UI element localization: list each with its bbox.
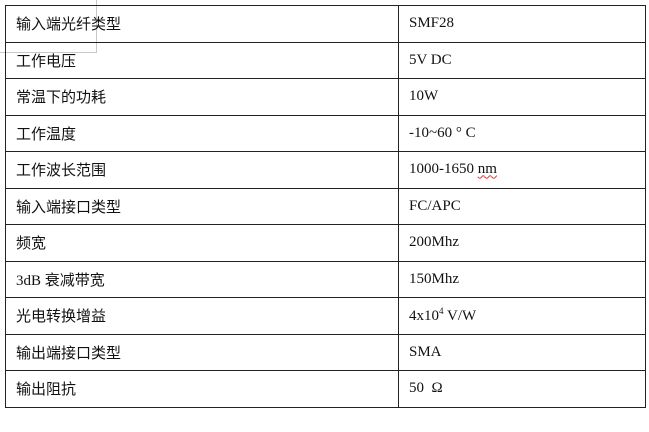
row-value: 5V DC bbox=[398, 41, 646, 79]
row-label: 输出阻抗 bbox=[5, 370, 399, 408]
row-label: 工作波长范围 bbox=[5, 151, 399, 189]
row-value: 200Mhz bbox=[398, 224, 646, 262]
row-value: 10W bbox=[398, 78, 646, 116]
value-unit: nm bbox=[477, 161, 497, 178]
row-value: SMA bbox=[398, 333, 646, 371]
row-value: 1000-1650 nm bbox=[398, 151, 646, 189]
table-row: 常温下的功耗 10W bbox=[5, 78, 646, 116]
table-row: 工作电压 5V DC bbox=[5, 41, 646, 79]
row-label: 输出端接口类型 bbox=[5, 333, 399, 371]
table-row: 输入端接口类型 FC/APC bbox=[5, 187, 646, 225]
table-row: 输入端光纤类型 SMF28 bbox=[5, 5, 646, 43]
row-label: 频宽 bbox=[5, 224, 399, 262]
spec-table: 输入端光纤类型 SMF28 工作电压 5V DC 常温下的功耗 10W 工作温度 -10… bbox=[5, 5, 646, 408]
value-exponent: 4 bbox=[439, 306, 444, 317]
row-value: 4x104 V/W bbox=[398, 297, 646, 335]
row-value: -10~60 ° C bbox=[398, 114, 646, 152]
value-number: 4x10 bbox=[409, 308, 439, 325]
table-row: 输出阻抗 50 Ω bbox=[5, 370, 646, 408]
value-number: 1000-1650 bbox=[409, 161, 474, 178]
row-value: FC/APC bbox=[398, 187, 646, 225]
table-row: 输出端接口类型 SMA bbox=[5, 333, 646, 371]
row-value: 150Mhz bbox=[398, 260, 646, 298]
row-label: 常温下的功耗 bbox=[5, 78, 399, 116]
row-value: SMF28 bbox=[398, 5, 646, 43]
row-label: 工作电压 bbox=[5, 41, 399, 79]
table-row: 3dB 衰减带宽 150Mhz bbox=[5, 260, 646, 298]
table-row: 频宽 200Mhz bbox=[5, 224, 646, 262]
row-label: 工作温度 bbox=[5, 114, 399, 152]
row-label: 输入端接口类型 bbox=[5, 187, 399, 225]
row-label: 3dB 衰减带宽 bbox=[5, 260, 399, 298]
row-label: 光电转换增益 bbox=[5, 297, 399, 335]
value-unit: V/W bbox=[446, 308, 477, 325]
table-row: 工作波长范围 1000-1650 nm bbox=[5, 151, 646, 189]
table-row: 光电转换增益 4x104 V/W bbox=[5, 297, 646, 335]
row-label: 输入端光纤类型 bbox=[5, 5, 399, 43]
row-value: 50 Ω bbox=[398, 370, 646, 408]
table-row: 工作温度 -10~60 ° C bbox=[5, 114, 646, 152]
